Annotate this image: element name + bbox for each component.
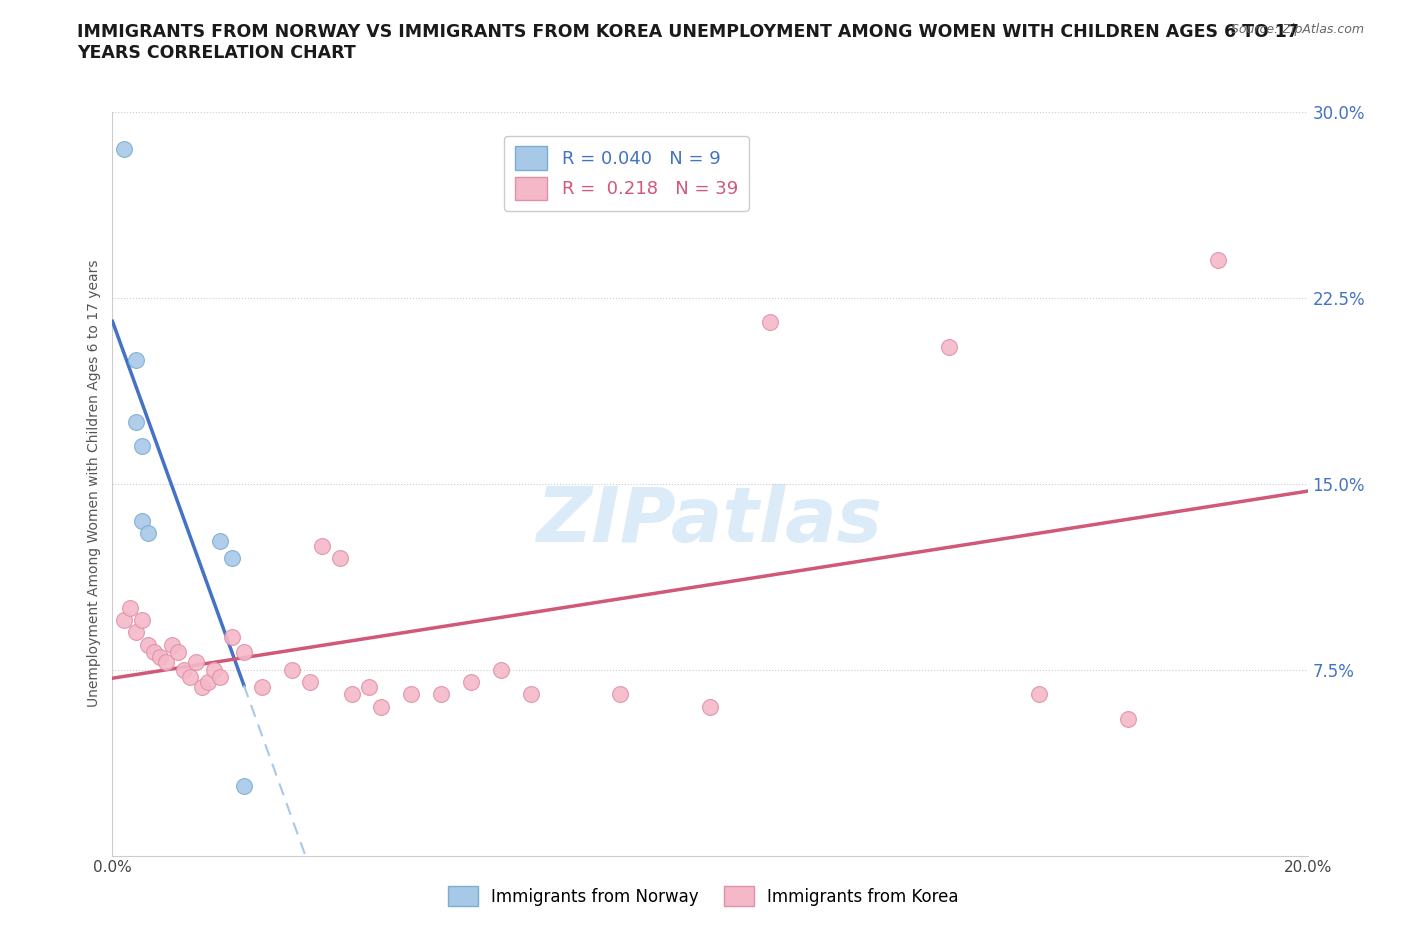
Point xyxy=(759,315,782,330)
Y-axis label: Unemployment Among Women with Children Ages 6 to 17 years: Unemployment Among Women with Children A… xyxy=(87,259,101,708)
Point xyxy=(173,662,195,677)
Point xyxy=(138,525,160,540)
Legend: R = 0.040   N = 9, R =  0.218   N = 39: R = 0.040 N = 9, R = 0.218 N = 39 xyxy=(503,136,749,211)
Text: IMMIGRANTS FROM NORWAY VS IMMIGRANTS FROM KOREA UNEMPLOYMENT AMONG WOMEN WITH CH: IMMIGRANTS FROM NORWAY VS IMMIGRANTS FRO… xyxy=(77,23,1299,62)
Point xyxy=(329,551,352,565)
Point xyxy=(131,513,153,528)
Point xyxy=(179,670,201,684)
Point xyxy=(460,674,482,689)
Point xyxy=(340,687,363,702)
Point xyxy=(131,439,153,454)
Point xyxy=(370,699,392,714)
Point xyxy=(938,339,960,354)
Point xyxy=(197,674,219,689)
Point xyxy=(131,613,153,628)
Point xyxy=(221,551,243,565)
Point xyxy=(359,680,381,695)
Text: ZIPatlas: ZIPatlas xyxy=(537,484,883,558)
Point xyxy=(191,680,214,695)
Legend: Immigrants from Norway, Immigrants from Korea: Immigrants from Norway, Immigrants from … xyxy=(441,880,965,912)
Point xyxy=(125,414,148,429)
Point xyxy=(1118,711,1140,726)
Point xyxy=(138,637,160,652)
Point xyxy=(167,644,190,659)
Point xyxy=(430,687,453,702)
Point xyxy=(609,687,631,702)
Point xyxy=(209,670,232,684)
Point xyxy=(155,655,177,670)
Point xyxy=(149,650,172,665)
Point xyxy=(186,655,208,670)
Text: Source: ZipAtlas.com: Source: ZipAtlas.com xyxy=(1230,23,1364,36)
Point xyxy=(120,600,142,615)
Point xyxy=(699,699,721,714)
Point xyxy=(114,613,135,628)
Point xyxy=(1028,687,1050,702)
Point xyxy=(233,644,256,659)
Point xyxy=(114,141,135,156)
Point xyxy=(202,662,225,677)
Point xyxy=(125,625,148,640)
Point xyxy=(311,538,333,553)
Point xyxy=(143,644,166,659)
Point xyxy=(281,662,304,677)
Point xyxy=(489,662,512,677)
Point xyxy=(221,630,243,644)
Point xyxy=(162,637,183,652)
Point xyxy=(401,687,423,702)
Point xyxy=(250,680,273,695)
Point xyxy=(209,533,232,548)
Point xyxy=(298,674,321,689)
Point xyxy=(233,778,256,793)
Point xyxy=(1206,253,1229,268)
Point xyxy=(520,687,543,702)
Point xyxy=(125,352,148,367)
